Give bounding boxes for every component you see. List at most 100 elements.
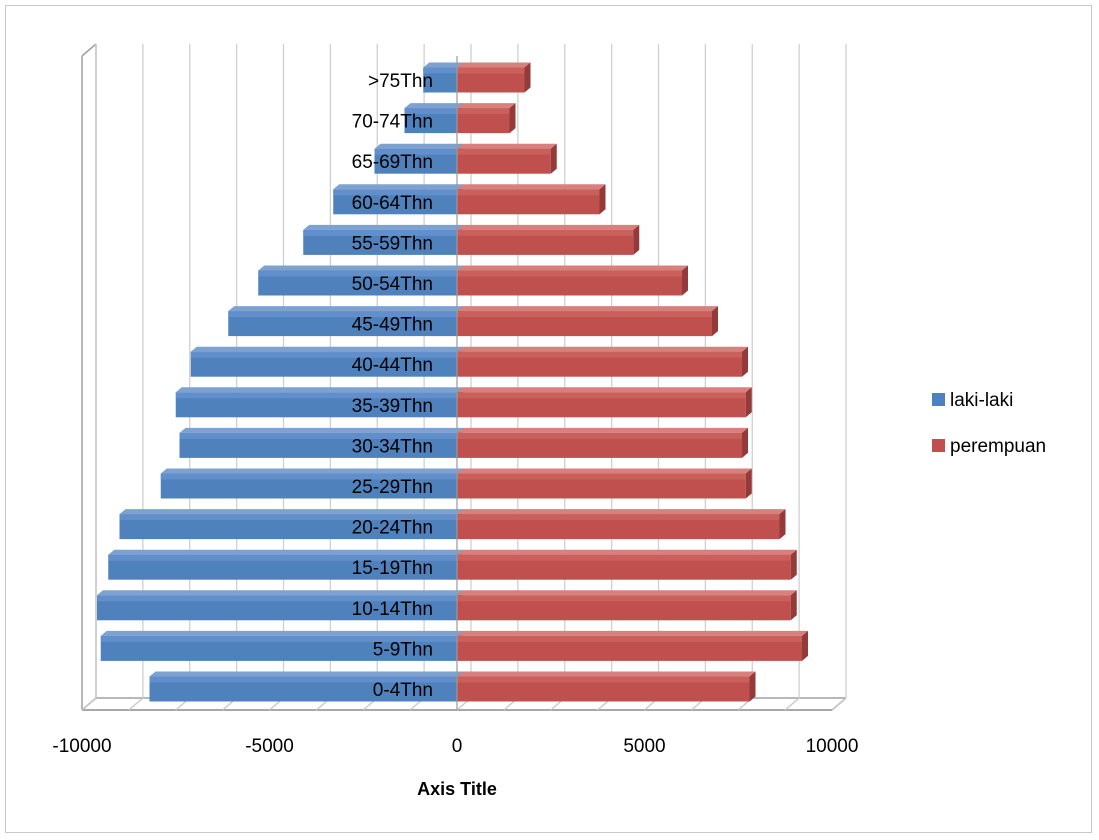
x-tick-label: 10000	[806, 736, 859, 757]
legend-swatch-perempuan	[932, 439, 945, 452]
bar-side-face	[779, 509, 786, 540]
bar-perempuan-70-74Thn	[457, 103, 516, 134]
bar-top-face	[457, 427, 748, 433]
bar-highlight	[303, 229, 457, 236]
bar-perempuan-35-39Thn	[457, 387, 752, 418]
bar-laki-laki-15-19Thn	[108, 549, 463, 580]
bar-perempuan->75Thn	[457, 62, 531, 93]
bar-highlight	[228, 311, 457, 318]
bar-laki-laki-55-59Thn	[303, 224, 463, 255]
bar-top-face	[457, 103, 516, 109]
bar-top-face	[100, 630, 463, 636]
bar-top-face	[179, 427, 463, 433]
bar-laki-laki-25-29Thn	[160, 468, 463, 499]
bar-perempuan-0-4Thn	[457, 671, 756, 702]
bar-side-face	[524, 62, 531, 93]
bar-perempuan-60-64Thn	[457, 184, 606, 215]
bar-perempuan-15-19Thn	[457, 549, 797, 580]
bar-perempuan-50-54Thn	[457, 265, 688, 296]
category-label: 50-54Thn	[352, 274, 433, 295]
category-label: 65-69Thn	[352, 152, 433, 173]
category-label: 60-64Thn	[352, 193, 433, 214]
bar-highlight	[119, 514, 457, 521]
category-label: 45-49Thn	[352, 315, 433, 336]
bar-top-face	[303, 224, 463, 230]
bar-top-face	[457, 387, 752, 393]
bar-top-face	[457, 509, 786, 515]
bar-top-face	[457, 590, 797, 596]
bar-perempuan-55-59Thn	[457, 224, 640, 255]
bar-side-face	[745, 468, 752, 499]
bar-laki-laki-30-34Thn	[179, 427, 463, 458]
bar-top-face	[457, 671, 756, 677]
bar-side-face	[550, 143, 557, 174]
legend-label-laki-laki: laki-laki	[950, 390, 1013, 411]
bar-side-face	[509, 103, 516, 134]
x-axis-ticks: -10000 -5000 0 5000 10000	[52, 736, 858, 757]
bar-top-face	[457, 62, 531, 68]
bar-top-face	[457, 224, 640, 230]
bar-perempuan-20-24Thn	[457, 509, 786, 540]
bar-perempuan-25-29Thn	[457, 468, 752, 499]
bar-highlight	[457, 392, 746, 399]
bar-top-face	[108, 549, 463, 555]
bar-highlight	[457, 635, 802, 642]
category-label: 5-9Thn	[373, 639, 433, 660]
bar-highlight	[457, 514, 780, 521]
x-tick-label: 5000	[623, 736, 665, 757]
bar-top-face	[457, 346, 748, 352]
gridline-floor	[831, 697, 847, 711]
bar-highlight	[457, 67, 525, 74]
gridline-floor	[128, 697, 144, 711]
bar-top-face	[119, 509, 463, 515]
bar-highlight	[457, 351, 742, 358]
bar-highlight	[190, 351, 457, 358]
bar-highlight	[404, 108, 457, 115]
bar-top-face	[457, 549, 797, 555]
bar-top-face	[423, 62, 463, 68]
category-label: 30-34Thn	[352, 436, 433, 457]
bar-highlight	[457, 270, 682, 277]
category-label: 70-74Thn	[352, 112, 433, 133]
legend-label-perempuan: perempuan	[950, 436, 1046, 457]
legend: laki-laki perempuan	[932, 390, 1046, 457]
bar-side-face	[745, 387, 752, 418]
bar-side-face	[599, 184, 606, 215]
bar-top-face	[228, 306, 463, 312]
bar-side-face	[682, 265, 688, 296]
bar-highlight	[374, 148, 457, 155]
x-tick-label: -5000	[245, 736, 294, 757]
bar-top-face	[175, 387, 463, 393]
category-labels: 0-4Thn 5-9Thn 10-14Thn 15-19Thn 20-24Thn 25-2…	[352, 71, 433, 701]
bar-side-face	[790, 549, 797, 580]
bar-laki-laki-10-14Thn	[97, 590, 463, 621]
bar-highlight	[457, 108, 510, 115]
category-label: 40-44Thn	[352, 355, 433, 376]
bar-top-face	[457, 468, 752, 474]
bar-highlight	[100, 635, 457, 642]
bar-laki-laki-40-44Thn	[190, 346, 463, 377]
bar-highlight	[160, 473, 457, 480]
bar-highlight	[333, 189, 457, 196]
bar-top-face	[457, 306, 718, 312]
bar-side-face	[802, 630, 808, 661]
bar-highlight	[258, 270, 457, 277]
bar-top-face	[457, 630, 808, 636]
bar-top-face	[333, 184, 463, 190]
bar-perempuan-30-34Thn	[457, 427, 748, 458]
bar-highlight	[108, 554, 457, 561]
bar-perempuan-65-69Thn	[457, 143, 557, 174]
bar-highlight	[457, 473, 746, 480]
bar-side-face	[749, 671, 756, 702]
bar-highlight	[457, 189, 600, 196]
category-label: 10-14Thn	[352, 599, 433, 620]
category-label: 55-59Thn	[352, 233, 433, 254]
category-label: >75Thn	[368, 71, 433, 92]
bar-top-face	[404, 103, 463, 109]
bar-top-face	[190, 346, 463, 352]
gridline-floor	[784, 697, 800, 711]
legend-swatch-laki-laki	[932, 393, 945, 406]
bar-side-face	[790, 590, 797, 621]
bar-highlight	[457, 311, 712, 318]
bar-highlight	[149, 676, 457, 683]
